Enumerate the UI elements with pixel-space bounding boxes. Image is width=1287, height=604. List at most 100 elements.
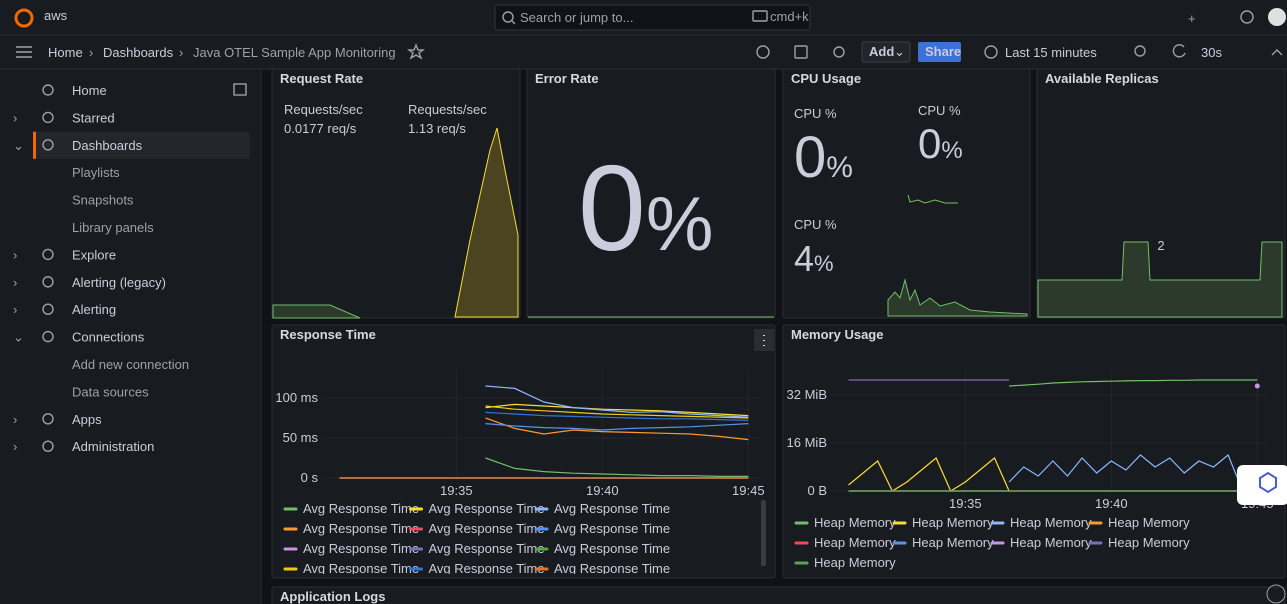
value: 0 <box>794 125 826 190</box>
legend-label: Avg Response Time <box>303 501 419 516</box>
new-button[interactable]: + <box>1188 11 1196 26</box>
settings-icon[interactable] <box>833 46 845 58</box>
series-line <box>848 457 1010 492</box>
legend-item: Avg Response Time <box>534 541 670 556</box>
active-item <box>33 131 250 159</box>
series-line <box>485 385 749 418</box>
series-line <box>485 423 749 431</box>
legend-item: Avg Response Time <box>534 501 670 516</box>
nav-subitem[interactable]: Add new connection <box>72 357 189 372</box>
series-line <box>1008 454 1258 492</box>
legend-item: Heap Memory <box>892 515 994 530</box>
svg-text:⌄: ⌄ <box>894 44 905 59</box>
search-placeholder: Search or jump to... <box>520 10 633 25</box>
series-line <box>485 417 749 441</box>
refresh-icon[interactable] <box>1172 44 1186 58</box>
chart-panel <box>271 324 776 579</box>
scrollbar <box>761 500 766 566</box>
legend-item: Avg Response Time <box>409 501 545 516</box>
svg-text:›: › <box>179 45 183 60</box>
nav-icon <box>42 330 54 343</box>
legend-label: Avg Response Time <box>429 521 545 536</box>
stat-label: Requests/sec <box>284 102 363 117</box>
zoom-out[interactable] <box>1134 45 1146 57</box>
legend-label: Avg Response Time <box>429 561 545 576</box>
legend-item: Heap Memory <box>990 515 1092 530</box>
stat-label: CPU % <box>794 106 837 121</box>
y-tick-label: 32 MiB <box>787 387 827 402</box>
nav-item[interactable]: Alerting (legacy) <box>72 275 166 290</box>
y-tick-label: 16 MiB <box>787 435 827 450</box>
help-float[interactable] <box>1266 584 1286 604</box>
sparkline <box>272 304 361 319</box>
share-label: Share <box>925 44 961 59</box>
unit: % <box>941 137 962 164</box>
nav-subitem[interactable]: Snapshots <box>72 193 134 208</box>
x-tick-label: 19:40 <box>1095 496 1128 511</box>
stat-value: 0% <box>578 140 713 276</box>
star-icon[interactable] <box>406 43 426 60</box>
floating-widget[interactable] <box>1237 465 1287 505</box>
chevron: › <box>13 247 17 262</box>
legend-item: Heap Memory <box>1088 515 1190 530</box>
error-rate-panel <box>526 68 776 319</box>
nav-item[interactable]: Alerting <box>72 302 116 317</box>
legend-label: Heap Memory <box>814 555 896 570</box>
legend-label: Avg Response Time <box>554 501 670 516</box>
legend-item: Avg Response Time <box>409 521 545 536</box>
x-tick-label: 19:45 <box>732 483 765 498</box>
nav-item[interactable]: Home <box>72 83 107 98</box>
add-button[interactable] <box>861 41 911 63</box>
save-icon[interactable] <box>794 45 808 59</box>
nav-icon <box>42 303 54 315</box>
stat-value: 4% <box>794 238 834 279</box>
breadcrumb-current: Java OTEL Sample App Monitoring <box>193 45 396 60</box>
add-label: Add <box>869 44 894 59</box>
nav-item[interactable]: Dashboards <box>72 138 143 153</box>
legend-label: Avg Response Time <box>554 521 670 536</box>
legend-label: Heap Memory <box>814 515 896 530</box>
nav-item[interactable]: Connections <box>72 330 145 345</box>
brand: aws <box>44 8 68 23</box>
legend-item: Heap Memory <box>1088 535 1190 550</box>
chevron: › <box>13 275 17 290</box>
value: 4 <box>794 238 814 279</box>
legend-item: Avg Response Time <box>283 561 419 576</box>
legend-label: Avg Response Time <box>429 501 545 516</box>
help-icon[interactable] <box>1240 10 1254 24</box>
legend-label: Avg Response Time <box>303 561 419 576</box>
logo[interactable] <box>14 8 34 28</box>
series-line <box>485 411 749 421</box>
info-icon[interactable] <box>756 45 770 59</box>
refresh-interval[interactable]: 30s <box>1201 45 1222 60</box>
legend-label: Heap Memory <box>912 535 994 550</box>
x-tick-label: 19:35 <box>440 483 473 498</box>
active-indicator <box>33 131 36 159</box>
nav-item[interactable]: Administration <box>72 439 154 454</box>
legend-label: Avg Response Time <box>303 541 419 556</box>
menu-icon[interactable] <box>16 46 32 58</box>
svg-text:›: › <box>89 45 93 60</box>
y-tick-label: 100 ms <box>275 390 318 405</box>
breadcrumb-home[interactable]: Home <box>48 45 83 60</box>
share-button[interactable] <box>918 42 961 62</box>
avatar[interactable] <box>1268 8 1286 26</box>
sparkline <box>887 278 1028 317</box>
stat-label: Requests/sec <box>408 102 487 117</box>
nav-subitem[interactable]: Library panels <box>72 220 154 235</box>
request-rate-panel <box>271 68 521 319</box>
legend-label: Heap Memory <box>1108 515 1190 530</box>
breadcrumb-dashboards[interactable]: Dashboards <box>103 45 174 60</box>
legend-label: Heap Memory <box>1108 535 1190 550</box>
nav-item[interactable]: Starred <box>72 110 115 125</box>
nav-subitem[interactable]: Playlists <box>72 165 120 180</box>
nav-item[interactable]: Apps <box>72 412 102 427</box>
nav-item[interactable]: Explore <box>72 247 116 262</box>
search-box[interactable] <box>494 4 811 31</box>
nav-subitem[interactable]: Data sources <box>72 384 149 399</box>
legend-item: Avg Response Time <box>283 501 419 516</box>
unit: % <box>826 151 853 184</box>
legend-item: Heap Memory <box>794 555 896 570</box>
time-range[interactable]: Last 15 minutes <box>1005 45 1097 60</box>
